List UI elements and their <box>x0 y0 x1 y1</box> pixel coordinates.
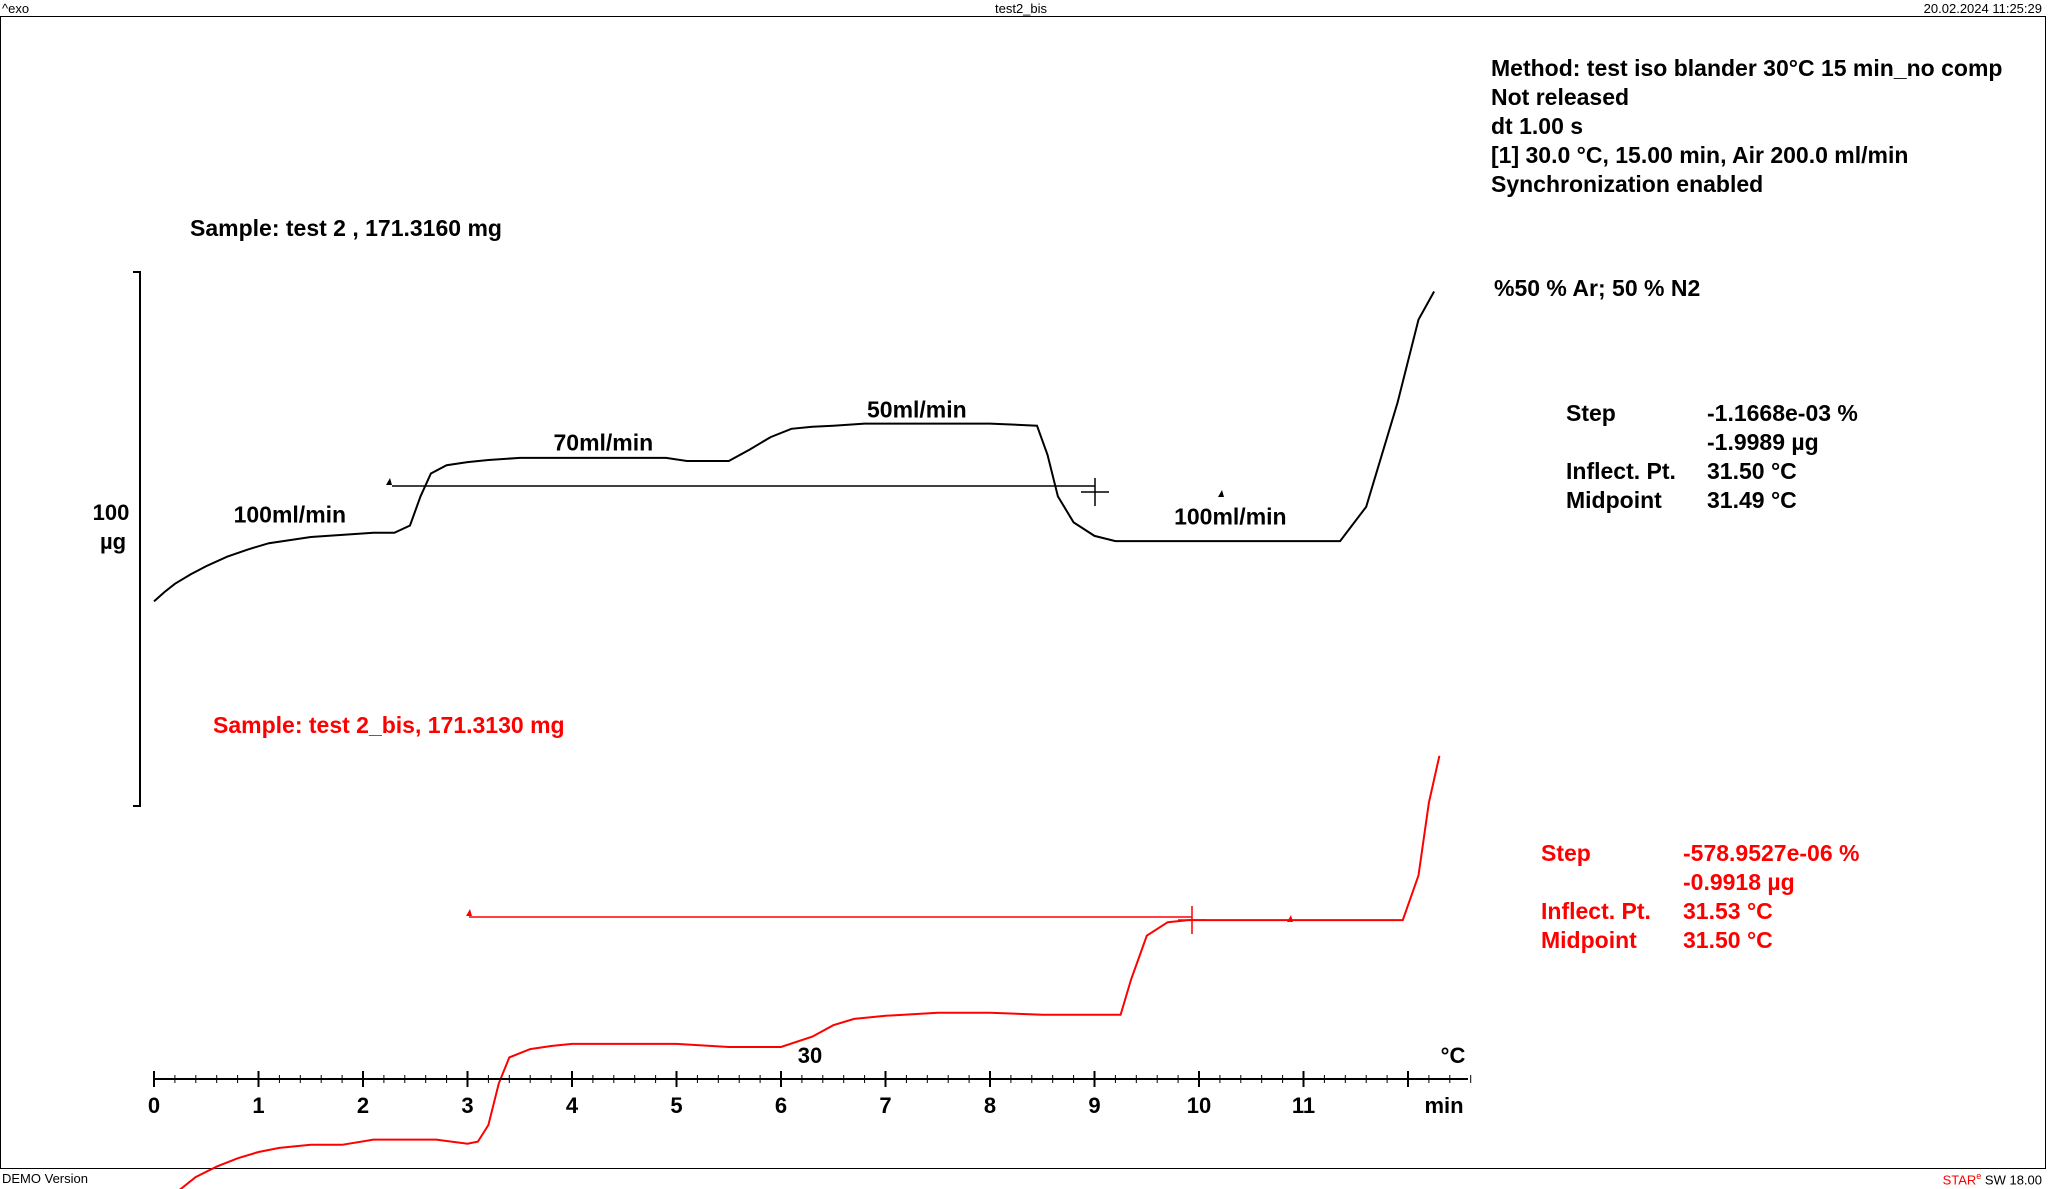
result2-step-label: Step <box>1541 840 1591 866</box>
curve1-crosshair <box>1081 478 1109 506</box>
brand-name: STAR <box>1942 1172 1977 1188</box>
result2-inflect-value: 31.53 °C <box>1683 898 1773 924</box>
temperature-unit: °C <box>1441 1043 1466 1068</box>
x-tick-label: 6 <box>775 1093 787 1118</box>
x-tick-label: 10 <box>1187 1093 1211 1118</box>
version-text: SW 18.00 <box>1981 1172 2042 1188</box>
scale-bar: 100 µg <box>93 271 141 807</box>
method-line: Method: test iso blander 30°C 15 min_no … <box>1491 55 2003 81</box>
curve1-start-marker <box>386 478 392 485</box>
x-tick-label: 0 <box>148 1093 160 1118</box>
release-status: Not released <box>1491 84 1630 110</box>
curve2-start-marker <box>466 909 472 916</box>
result1-inflect-label: Inflect. Pt. <box>1566 458 1676 484</box>
result2-step-mass: -0.9918 µg <box>1683 869 1795 895</box>
result2-midpoint-value: 31.50 °C <box>1683 927 1773 953</box>
x-tick-label: 7 <box>879 1093 891 1118</box>
software-version: STARe SW 18.00 <box>1943 1171 2042 1187</box>
flow-rate-annotation: 100ml/min <box>234 501 347 527</box>
result1-inflect-value: 31.50 °C <box>1707 458 1797 484</box>
x-tick-label: 3 <box>461 1093 473 1118</box>
result2-step-percent: -578.9527e-06 % <box>1683 840 1860 866</box>
curve1-group <box>153 291 1435 603</box>
plot-frame <box>0 16 2046 1169</box>
x-tick-label: 8 <box>984 1093 996 1118</box>
gas-note: %50 % Ar; 50 % N2 <box>1494 275 1701 301</box>
scale-bar-unit: µg <box>100 529 126 554</box>
x-axis-unit: min <box>1424 1093 1463 1118</box>
curve2-crosshair <box>1178 906 1206 934</box>
x-axis: min 30 °C 0 1 2 3 4 5 6 7 8 9 10 11 <box>148 1043 1472 1118</box>
time-step: dt 1.00 s <box>1491 113 1584 139</box>
result2-labels: Step Inflect. Pt. Midpoint <box>1541 839 1651 955</box>
result1-midpoint-value: 31.49 °C <box>1707 487 1797 513</box>
result1-step-mass: -1.9989 µg <box>1707 429 1819 455</box>
result1-step-percent: -1.1668e-03 % <box>1707 400 1858 426</box>
document-title: test2_bis <box>995 1 1048 16</box>
curve1-end-marker <box>1218 490 1224 497</box>
result1-labels: Step Inflect. Pt. Midpoint <box>1566 399 1676 515</box>
result1-midpoint-label: Midpoint <box>1566 487 1662 513</box>
brand-superscript: e <box>1976 1171 1982 1181</box>
sample2-label: Sample: test 2_bis, 171.3130 mg <box>213 712 565 738</box>
x-tick-label: 9 <box>1088 1093 1100 1118</box>
result2-midpoint-label: Midpoint <box>1541 927 1637 953</box>
temperature-label: 30 <box>798 1043 822 1068</box>
curve2-line <box>179 755 1441 1189</box>
x-tick-label: 4 <box>566 1093 579 1118</box>
sample1-label: Sample: test 2 , 171.3160 mg <box>190 215 502 241</box>
flow-rate-annotation: 100ml/min <box>1174 503 1287 529</box>
scale-bar-value: 100 <box>93 500 130 525</box>
result2-inflect-label: Inflect. Pt. <box>1541 898 1651 924</box>
x-tick-label: 5 <box>670 1093 682 1118</box>
curve1-line <box>153 291 1435 603</box>
flow-rate-annotation: 50ml/min <box>867 396 967 422</box>
result1-values: -1.1668e-03 % -1.9989 µg 31.50 °C 31.49 … <box>1707 399 1858 515</box>
timestamp: 20.02.2024 11:25:29 <box>1923 1 2042 16</box>
demo-version-label: DEMO Version <box>2 1171 88 1186</box>
curve2-group <box>179 755 1441 1189</box>
x-tick-label: 11 <box>1292 1093 1315 1118</box>
sync-status: Synchronization enabled <box>1491 171 1764 197</box>
segment-info: [1] 30.0 °C, 15.00 min, Air 200.0 ml/min <box>1491 142 1909 168</box>
x-tick-label: 1 <box>252 1093 264 1118</box>
curve2-end-marker <box>1287 915 1293 922</box>
exo-direction-label: ^exo <box>2 1 30 16</box>
flow-rate-annotation: 70ml/min <box>553 430 653 456</box>
method-info-block: Method: test iso blander 30°C 15 min_no … <box>1491 54 2002 199</box>
result1-step-label: Step <box>1566 400 1616 426</box>
result2-values: -578.9527e-06 % -0.9918 µg 31.53 °C 31.5… <box>1683 839 1859 955</box>
x-tick-label: 2 <box>357 1093 369 1118</box>
